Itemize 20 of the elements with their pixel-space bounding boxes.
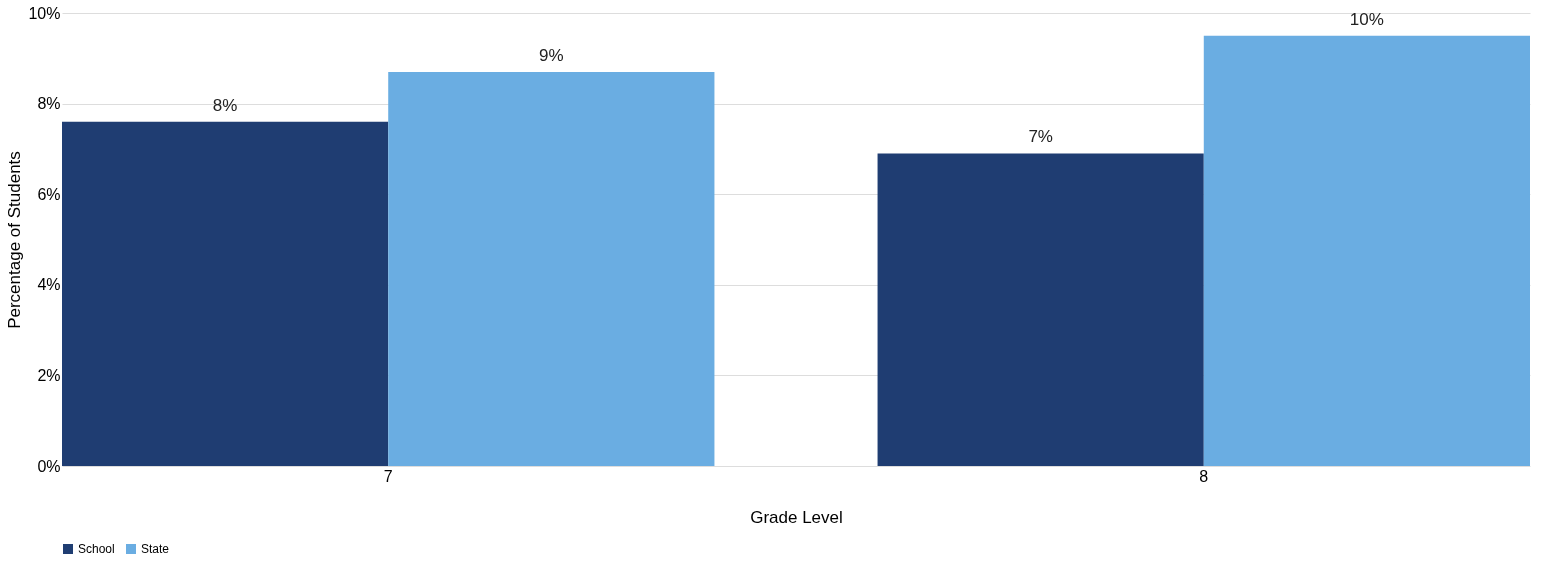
bar [62,121,389,466]
x-tick-label: 8 [1199,467,1209,485]
y-tick-label: 10% [28,4,61,22]
data-label: 10% [1349,9,1384,29]
legend-label: School [78,542,115,556]
data-label: 8% [212,95,238,115]
bar [877,153,1204,466]
data-label: 7% [1028,127,1053,147]
y-tick-label: 2% [37,366,61,384]
y-axis-title: Percentage of Students [5,151,25,329]
x-axis-title: Grade Level [750,507,843,527]
legend-label: State [141,542,170,556]
x-tick-label: 7 [383,467,393,485]
y-tick-label: 0% [37,457,61,475]
y-tick-label: 8% [37,95,61,113]
bar [1203,35,1530,466]
y-tick-label: 6% [37,185,61,203]
y-tick-label: 4% [37,276,61,294]
bar [388,71,715,466]
data-label: 9% [539,45,564,65]
